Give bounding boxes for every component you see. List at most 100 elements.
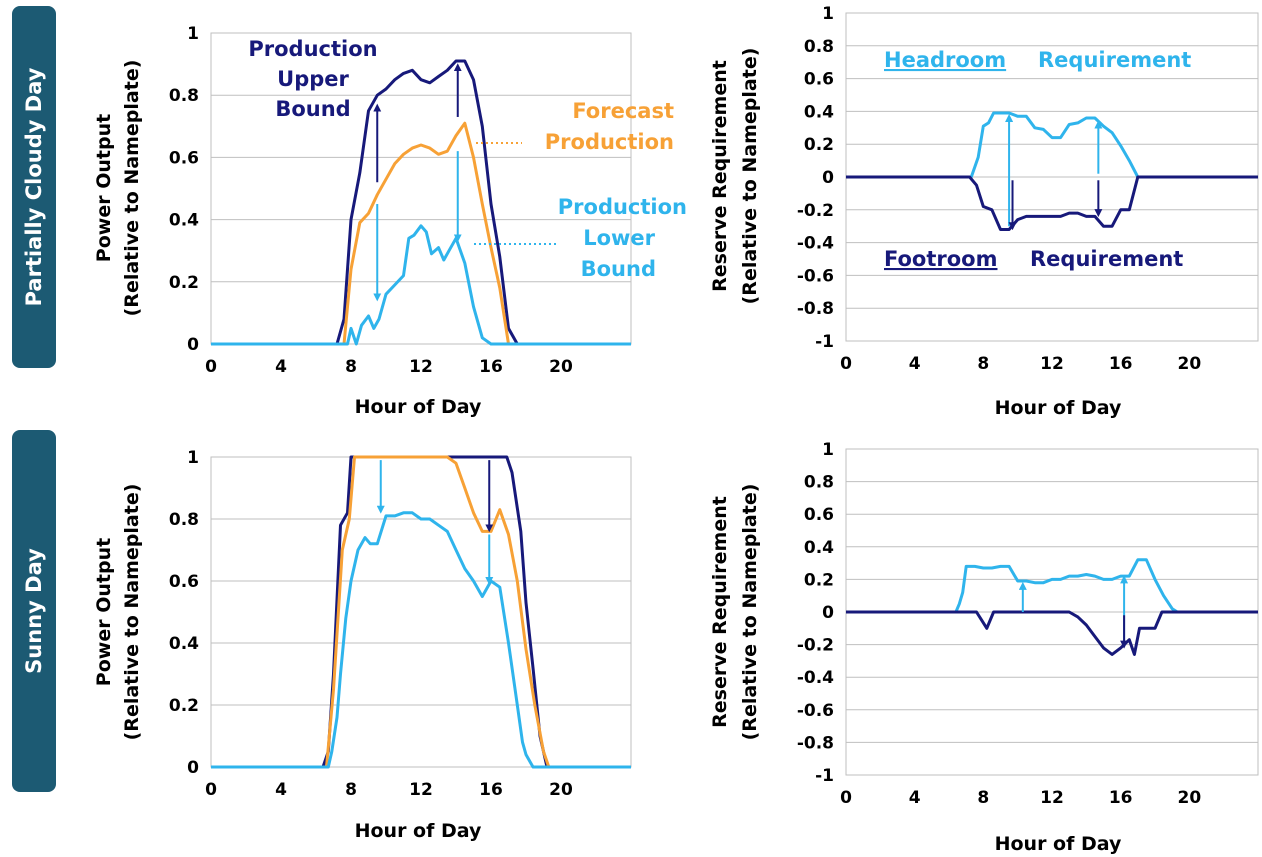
headroom-label: Headroom [884,48,1006,72]
series-lines [846,558,1258,656]
y-tick-label: 0.8 [169,86,199,106]
lower-label-3: Bound [581,257,656,281]
x-tick-label: 8 [345,780,357,800]
series-lines [211,59,631,346]
y-tick-label: -0.8 [797,733,834,753]
y-axis-title: Reserve Requirement [709,60,731,292]
x-tick-label: 0 [840,354,852,374]
y-tick-label: 0.2 [804,570,834,590]
lower-label-1: Production [558,195,687,219]
y-tick-label: 0 [822,168,834,188]
x-tick-label: 4 [275,780,287,800]
plot-frame [210,32,632,345]
x-tick-labels: 0 4 8 12 16 20 [840,788,1201,808]
y-tick-labels: -1 -0.8 -0.6 -0.4 -0.2 0 0.2 0.4 0.6 0.8 1 [797,440,834,786]
forecast-label-1: Forecast [572,99,674,123]
reserve-chart-cloudy: -1 -0.8 -0.6 -0.4 -0.2 0 0.2 0.4 0.6 0.8 1 0 4 8 12 16… [709,4,1259,419]
power-chart-cloudy: 0 0.2 0.4 0.6 0.8 1 0 4 8 12 16 20 Hour of Day Pow… [93,24,687,418]
y-axis-subtitle: (Relative to Nameplate) [121,60,143,317]
x-tick-label: 8 [977,354,989,374]
x-tick-label: 20 [549,357,573,377]
series-lines [211,455,631,769]
upper-label-1: Production [248,37,377,61]
y-tick-label: 0.4 [169,634,199,654]
x-tick-label: 12 [1040,354,1064,374]
x-tick-label: 4 [909,354,921,374]
forecast-series-line [211,455,631,769]
y-tick-label: 0.8 [804,473,834,493]
x-axis-title: Hour of Day [355,396,482,418]
y-tick-label: 0.8 [804,37,834,57]
upper-label-2: Upper [277,67,349,91]
y-tick-label: -0.4 [797,668,834,688]
x-tick-label: 16 [1109,788,1133,808]
x-tick-labels: 0 4 8 12 16 20 [205,780,573,800]
y-tick-label: -1 [815,332,834,352]
footroom-requirement-label: Requirement [1030,247,1183,271]
y-tick-label: 0.2 [804,135,834,155]
y-tick-label: 1 [187,24,199,44]
y-axis-subtitle: (Relative to Nameplate) [739,48,761,305]
y-axis-title: Power Output [93,114,115,262]
y-tick-label: -0.4 [797,234,834,254]
x-tick-label: 8 [345,357,357,377]
arrows [1005,113,1103,231]
x-axis-title: Hour of Day [995,397,1122,419]
power-chart-sunny: 0 0.2 0.4 0.6 0.8 1 0 4 8 12 16 20 Hour of Day Pow… [93,448,632,842]
x-tick-label: 0 [205,780,217,800]
x-axis-title: Hour of Day [995,833,1122,855]
x-tick-label: 20 [1177,354,1201,374]
y-tick-label: 0.2 [169,273,199,293]
x-tick-label: 20 [1177,788,1201,808]
x-tick-label: 12 [409,357,433,377]
headroom-series-line [846,558,1258,614]
lower-series-line [211,224,631,346]
arrows [376,460,494,585]
x-tick-label: 8 [977,788,989,808]
x-tick-label: 20 [549,780,573,800]
y-tick-label: -0.2 [797,636,834,656]
x-tick-label: 0 [840,788,852,808]
y-tick-label: 0.6 [169,572,199,592]
y-tick-labels: -1 -0.8 -0.6 -0.4 -0.2 0 0.2 0.4 0.6 0.8 1 [797,4,834,352]
x-tick-labels: 0 4 8 12 16 20 [205,357,573,377]
plot-frame [210,456,632,768]
y-tick-label: -0.6 [797,701,834,721]
y-tick-label: 0.6 [804,505,834,525]
x-tick-label: 16 [479,780,503,800]
arrows [373,63,462,302]
y-tick-label: -0.8 [797,299,834,319]
x-tick-label: 16 [479,357,503,377]
y-tick-label: 0 [822,603,834,623]
row-label-cloudy-bg [12,6,56,368]
arrows [1018,575,1129,649]
footroom-series-line [846,610,1258,656]
y-tick-labels: 0 0.2 0.4 0.6 0.8 1 [169,24,199,355]
y-tick-label: 0.4 [804,102,834,122]
y-tick-labels: 0 0.2 0.4 0.6 0.8 1 [169,448,199,778]
footroom-label: Footroom [884,247,997,271]
headroom-series-line [846,111,1258,179]
y-axis-subtitle: (Relative to Nameplate) [121,484,143,741]
upper-series-line [211,59,631,346]
x-tick-label: 12 [1040,788,1064,808]
row-label-sunny-bg [12,430,56,792]
y-tick-label: 1 [822,4,834,24]
x-tick-label: 0 [205,357,217,377]
y-tick-label: 0.2 [169,696,199,716]
x-axis-title: Hour of Day [355,820,482,842]
row-label-sunny: Sunny Day [12,430,56,792]
x-tick-label: 4 [909,788,921,808]
y-tick-label: 0.6 [804,70,834,90]
forecast-label-2: Production [545,130,674,154]
y-axis-title: Power Output [93,538,115,686]
y-tick-label: -0.2 [797,201,834,221]
x-tick-label: 16 [1109,354,1133,374]
y-tick-label: -0.6 [797,266,834,286]
lower-series-line [211,511,631,769]
y-tick-label: 0.8 [169,510,199,530]
y-tick-label: -1 [815,766,834,786]
y-tick-label: 1 [822,440,834,460]
y-tick-label: 0 [187,758,199,778]
